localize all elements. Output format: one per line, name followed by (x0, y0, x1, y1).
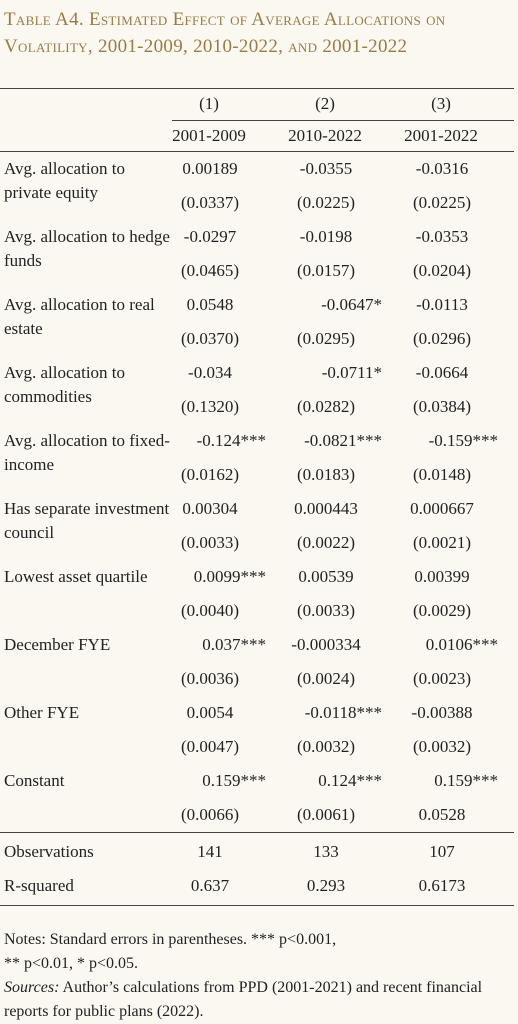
header-underline (172, 120, 514, 121)
row-label: Avg. allocation to commodities (4, 363, 126, 406)
sources-text: Author’s calculations from PPD (2001-202… (4, 979, 483, 1020)
coefficient-cell: 0.0099*** (193, 567, 266, 586)
row-label: Has separate investment council (4, 499, 170, 542)
row-label: Other FYE (4, 703, 80, 722)
stat-observations-2: 133 (313, 842, 339, 861)
row-label: Avg. allocation to hedge funds (4, 227, 170, 270)
std-error-cell: (0.0225) (412, 193, 472, 212)
std-error-cell: (0.0022) (296, 533, 356, 552)
stats-rule (0, 832, 514, 833)
coefficient-cell: 0.0548 (186, 295, 234, 314)
coefficient-cell: -0.0316 (415, 159, 469, 178)
coefficient-cell: 0.00189 (182, 159, 238, 178)
stat-rsquared-3: 0.6173 (418, 876, 466, 895)
stat-observations-3: 107 (429, 842, 455, 861)
coefficient-cell: 0.000443 (294, 499, 358, 518)
coefficient-cell: -0.0353 (415, 227, 469, 246)
coefficient-cell: -0.0118*** (304, 703, 382, 722)
coefficient-cell: -0.000334 (291, 635, 361, 654)
col-number-1: (1) (199, 94, 219, 113)
std-error-cell: (0.0465) (180, 261, 240, 280)
table-notes: Notes: Standard errors in parentheses. *… (4, 928, 512, 1024)
stat-label-rsquared: R-squared (4, 876, 74, 895)
coefficient-cell: 0.00304 (182, 499, 238, 518)
stat-rsquared-2: 0.293 (306, 876, 346, 895)
stat-rsquared-1: 0.637 (190, 876, 230, 895)
stat-label-observations: Observations (4, 842, 94, 861)
std-error-cell: (0.0148) (412, 465, 472, 484)
row-label: Lowest asset quartile (4, 567, 148, 586)
coefficient-cell: 0.0054 (186, 703, 234, 722)
std-error-cell: (0.0157) (296, 261, 356, 280)
std-error-cell: (0.0225) (296, 193, 356, 212)
std-error-cell: (0.0033) (296, 601, 356, 620)
coefficient-cell: -0.00388 (411, 703, 473, 722)
coefficient-cell: -0.124*** (196, 431, 266, 450)
coefficient-cell: -0.034 (188, 363, 232, 382)
std-error-cell: (0.0047) (180, 737, 240, 756)
col-period-2: 2010-2022 (288, 126, 362, 145)
row-label: Avg. allocation to private equity (4, 159, 126, 202)
coefficient-cell: -0.0355 (299, 159, 353, 178)
std-error-cell: (0.0023) (412, 669, 472, 688)
coefficient-cell: -0.0647* (321, 295, 382, 314)
coefficient-cell: -0.0198 (299, 227, 353, 246)
col-period-3: 2001-2022 (404, 126, 478, 145)
row-label: Avg. allocation to real estate (4, 295, 155, 338)
std-error-cell: (0.0021) (412, 533, 472, 552)
std-error-cell: (0.0066) (180, 805, 240, 824)
coefficient-cell: -0.0113 (416, 295, 468, 314)
bottom-rule (0, 905, 514, 906)
std-error-cell: (0.0029) (412, 601, 472, 620)
std-error-cell: (0.0295) (296, 329, 356, 348)
coefficient-cell: -0.159*** (428, 431, 498, 450)
coefficient-cell: -0.0297 (183, 227, 237, 246)
coefficient-cell: 0.00539 (298, 567, 354, 586)
std-error-cell: (0.0296) (412, 329, 472, 348)
std-error-cell: (0.0033) (180, 533, 240, 552)
header-bottom-rule (0, 151, 514, 152)
coefficient-cell: 0.159*** (202, 771, 266, 790)
notes-line-1: Notes: Standard errors in parentheses. *… (4, 931, 337, 948)
std-error-cell: (0.0183) (296, 465, 356, 484)
row-label: Avg. allocation to fixed-income (4, 431, 170, 474)
std-error-cell: (0.0282) (296, 397, 356, 416)
coefficient-cell: -0.0664 (415, 363, 469, 382)
std-error-cell: (0.0337) (180, 193, 240, 212)
col-number-2: (2) (315, 94, 335, 113)
std-error-cell: (0.0024) (296, 669, 356, 688)
row-label: Constant (4, 771, 65, 790)
stat-observations-1: 141 (197, 842, 223, 861)
coefficient-cell: -0.0821*** (304, 431, 382, 450)
coefficient-cell: 0.159*** (434, 771, 498, 790)
std-error-cell: (0.0040) (180, 601, 240, 620)
std-error-cell: (0.0032) (412, 737, 472, 756)
sources-label: Sources: (4, 979, 60, 996)
coefficient-cell: 0.00399 (414, 567, 470, 586)
std-error-cell: (0.0370) (180, 329, 240, 348)
coefficient-cell: 0.124*** (318, 771, 382, 790)
col-period-1: 2001-2009 (172, 126, 246, 145)
row-label: December FYE (4, 635, 111, 654)
std-error-cell: (0.0036) (180, 669, 240, 688)
coefficient-cell: 0.0106*** (425, 635, 498, 654)
std-error-cell: (0.0162) (180, 465, 240, 484)
top-rule (0, 88, 514, 89)
table-title: Table A4. Estimated Effect of Average Al… (4, 9, 446, 57)
notes-sources: Sources: Author’s calculations from PPD … (4, 976, 512, 1024)
std-error-cell: (0.0384) (412, 397, 472, 416)
std-error-cell: (0.1320) (180, 397, 240, 416)
std-error-cell: (0.0204) (412, 261, 472, 280)
notes-line-2: ** p<0.01, * p<0.05. (4, 955, 139, 972)
coefficient-cell: 0.000667 (410, 499, 474, 518)
std-error-cell: (0.0032) (296, 737, 356, 756)
std-error-cell: 0.0528 (418, 805, 466, 824)
coefficient-cell: -0.0711* (321, 363, 382, 382)
coefficient-cell: 0.037*** (202, 635, 266, 654)
std-error-cell: (0.0061) (296, 805, 356, 824)
col-number-3: (3) (431, 94, 451, 113)
